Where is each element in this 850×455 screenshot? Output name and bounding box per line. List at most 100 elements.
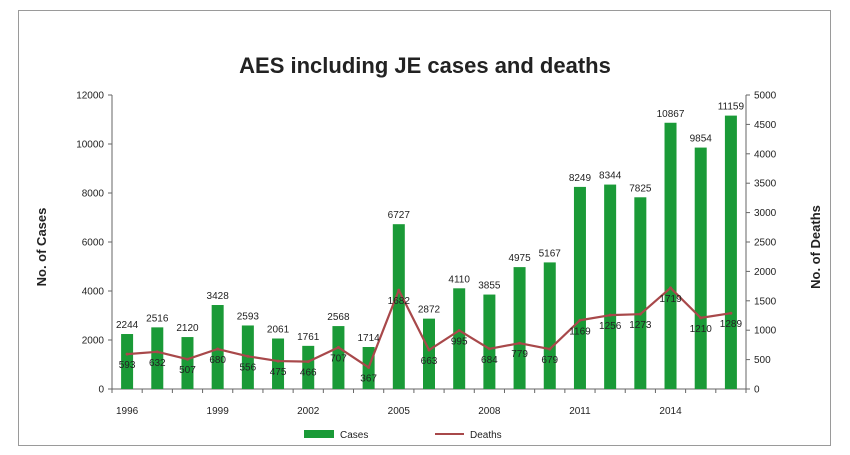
bar-cases	[634, 197, 647, 389]
data-label-cases: 5167	[539, 248, 562, 259]
data-label-deaths: 1273	[629, 320, 652, 331]
data-label-cases: 11159	[718, 102, 745, 113]
point-deaths	[578, 318, 582, 322]
data-label-cases: 4110	[448, 274, 470, 285]
y2-tick-label: 3000	[754, 208, 777, 219]
data-label-deaths: 1682	[388, 296, 411, 307]
data-labels: 2244 2516 2120 3428 2593 2061 1761 2568 1714 6727…	[116, 102, 745, 385]
y2-tick-label: 0	[754, 385, 760, 396]
point-deaths	[246, 354, 250, 358]
point-deaths	[669, 286, 673, 290]
y2-axis-title: No. of Deaths	[808, 205, 823, 289]
data-label-deaths: 779	[511, 349, 528, 360]
x-tick-label: 1999	[207, 406, 230, 417]
data-label-deaths: 1289	[720, 319, 743, 330]
point-deaths	[548, 347, 552, 351]
x-tick-label: 2014	[659, 406, 682, 417]
y-tick-label: 6000	[82, 238, 105, 249]
point-deaths	[427, 348, 431, 352]
data-label-cases: 2516	[146, 313, 169, 324]
data-label-deaths: 663	[421, 356, 438, 367]
data-label-deaths: 1256	[599, 321, 622, 332]
data-label-cases: 9854	[690, 134, 713, 145]
bar-cases	[211, 305, 224, 389]
point-deaths	[518, 341, 522, 345]
y-axis-title: No. of Cases	[34, 208, 49, 287]
y2-tick-label: 1000	[754, 326, 777, 337]
x-tick-label: 2002	[297, 406, 320, 417]
bar-cases	[724, 115, 737, 390]
legend-label-cases: Cases	[340, 430, 368, 441]
data-label-cases: 8344	[599, 171, 622, 182]
data-label-cases: 7825	[629, 183, 652, 194]
x-tick-label: 2011	[569, 406, 591, 417]
x-tick-label: 1996	[116, 406, 139, 417]
point-deaths	[699, 316, 703, 320]
bar-series-cases	[121, 115, 737, 390]
data-label-cases: 3428	[207, 291, 230, 302]
data-label-cases: 4975	[508, 253, 531, 264]
data-label-cases: 2872	[418, 305, 441, 316]
bar-cases	[483, 294, 496, 389]
bar-cases	[272, 338, 285, 389]
bar-cases	[332, 326, 345, 389]
point-deaths	[457, 328, 461, 332]
data-label-cases: 2061	[267, 325, 290, 336]
point-deaths	[155, 350, 159, 354]
bar-cases	[664, 122, 677, 390]
bar-cases	[121, 334, 134, 389]
point-deaths	[276, 359, 280, 363]
data-label-cases: 1761	[297, 332, 320, 343]
bar-cases	[513, 267, 526, 389]
data-label-cases: 2568	[327, 312, 350, 323]
point-deaths	[185, 357, 189, 361]
data-label-deaths: 1719	[659, 294, 682, 305]
point-deaths	[608, 313, 612, 317]
data-label-deaths: 507	[179, 365, 196, 376]
x-tick-label: 2005	[388, 406, 411, 417]
y-tick-label: 4000	[82, 287, 105, 298]
point-deaths	[336, 345, 340, 349]
bar-cases	[423, 318, 435, 389]
data-label-deaths: 684	[481, 355, 498, 366]
y-tick-label: 0	[98, 385, 104, 396]
x-tick-label: 2008	[478, 406, 501, 417]
y2-tick-label: 5000	[754, 91, 777, 102]
point-deaths	[367, 365, 371, 369]
point-deaths	[729, 311, 733, 315]
data-label-cases: 2120	[176, 323, 199, 334]
y2-tick-label: 1500	[754, 296, 777, 307]
data-label-deaths: 679	[541, 355, 558, 366]
y-tick-label: 8000	[82, 189, 105, 200]
point-deaths	[306, 360, 310, 364]
line-series-deaths	[125, 286, 733, 369]
y-tick-label: 10000	[76, 140, 104, 151]
chart-title: AES including JE cases and deaths	[239, 53, 611, 78]
y-tick-label: 2000	[82, 336, 105, 347]
data-label-deaths: 632	[149, 358, 166, 369]
data-label-deaths: 593	[119, 360, 136, 371]
y2-tick-label: 4000	[754, 149, 777, 160]
data-label-deaths: 707	[330, 353, 347, 364]
bar-cases	[543, 262, 556, 389]
bar-cases	[181, 337, 194, 389]
data-label-deaths: 556	[240, 362, 257, 373]
bar-cases	[453, 288, 466, 389]
data-label-deaths: 367	[360, 373, 377, 384]
legend: Cases Deaths	[304, 430, 502, 441]
bar-cases	[392, 224, 405, 389]
bar-cases	[694, 147, 707, 389]
y2-tick-label: 500	[754, 355, 771, 366]
legend-swatch-cases	[304, 430, 334, 438]
point-deaths	[638, 312, 642, 316]
y2-tick-label: 3500	[754, 179, 777, 190]
data-label-cases: 10867	[657, 109, 685, 120]
point-deaths	[216, 347, 220, 351]
data-label-deaths: 1169	[569, 326, 591, 337]
y2-tick-label: 2000	[754, 267, 777, 278]
axes: 0 2000 4000 6000 8000 10000 12000 0 500 1000 1500 2…	[76, 91, 776, 418]
data-label-cases: 6727	[388, 210, 411, 221]
bar-cases	[573, 186, 586, 389]
y2-tick-label: 4500	[754, 120, 777, 131]
